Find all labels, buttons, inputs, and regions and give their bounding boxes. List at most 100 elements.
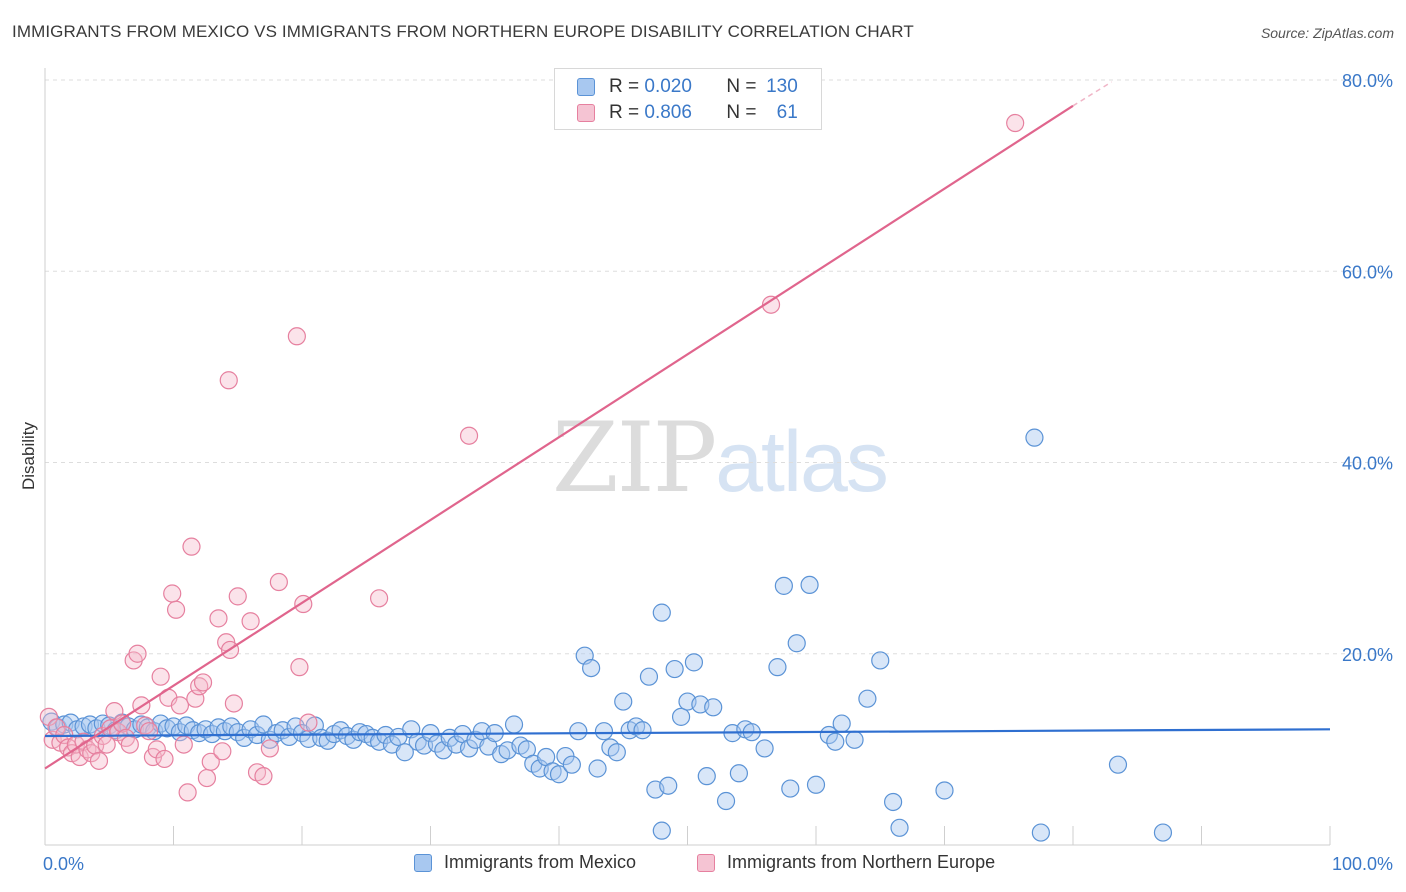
point-northern-europe [163,584,182,603]
point-northern-europe [166,600,186,619]
r-value: 0.806 [644,102,692,123]
n-value: 61 [776,102,798,123]
legend-swatch-pink [577,104,595,122]
point-mexico [1025,428,1044,447]
point-northern-europe [370,589,389,608]
trend-line-northern-europe [44,104,1074,770]
point-northern-europe [178,783,197,802]
legend-item-mexico: Immigrants from Mexico [414,852,636,873]
point-mexico [1031,823,1050,842]
point-northern-europe [151,667,170,686]
r-value: 0.020 [644,76,692,97]
point-mexico [697,767,716,786]
point-mexico [832,714,851,733]
n-value: 130 [766,76,798,97]
point-northern-europe [147,740,166,759]
point-northern-europe [193,673,213,692]
y-axis-title: Disability [19,421,38,490]
point-northern-europe [254,767,273,786]
source-label: Source: ZipAtlas.com [1260,25,1394,41]
x-tick-label: 0.0% [43,854,84,874]
legend-swatch-blue [414,853,432,872]
point-northern-europe [228,587,247,606]
point-mexico [826,732,845,751]
point-mexico [652,821,671,840]
point-mexico [883,792,903,812]
point-northern-europe [174,735,193,754]
point-mexico [318,731,337,750]
point-mexico [935,781,954,800]
point-northern-europe [287,327,306,346]
series-mexico-points [42,428,1173,842]
r-label: R = [609,102,640,123]
point-northern-europe [197,768,217,788]
point-northern-europe [260,739,279,758]
point-northern-europe [459,426,479,445]
point-mexico [858,689,877,708]
n-label: N = [726,76,757,97]
point-mexico [671,707,691,726]
point-mexico [665,659,684,679]
legend-swatch-pink [697,853,715,872]
point-mexico [652,603,671,622]
y-tick-label: 60.0% [1342,262,1393,282]
point-mexico [684,653,704,672]
x-tick-label: 100.0% [1332,854,1393,874]
point-mexico [774,576,793,595]
stats-legend: R = 0.020 N = 130 R = 0.806 N = 61 [554,68,822,130]
point-mexico [614,692,633,711]
point-mexico [871,651,890,670]
legend-item-northern-europe: Immigrants from Northern Europe [697,852,995,873]
point-mexico [582,658,601,678]
trend-line-mexico [44,728,1331,738]
point-northern-europe [89,751,109,770]
point-northern-europe [128,644,147,663]
point-northern-europe [209,609,228,628]
point-northern-europe [224,694,243,713]
point-mexico [890,818,909,837]
point-northern-europe [299,713,318,732]
point-northern-europe [1006,113,1025,133]
point-mexico [254,715,273,734]
y-tick-label: 20.0% [1342,645,1393,665]
y-tick-label: 80.0% [1342,71,1393,91]
trend-lines [44,81,1331,770]
trend-line-northern-europe-extension [1072,81,1112,107]
point-mexico [659,776,678,795]
point-mexico [594,722,614,741]
point-mexico [504,715,524,734]
point-northern-europe [219,371,238,390]
point-mexico [755,739,774,758]
point-mexico [781,779,800,798]
series-legend: Immigrants from Mexico Immigrants from N… [0,850,1406,880]
legend-swatch-blue [577,78,595,96]
stats-row-mexico: R = 0.020 N = 130 [577,74,798,100]
point-mexico [633,721,652,740]
point-mexico [729,764,749,783]
point-mexico [768,658,787,677]
axis-labels: 20.0% 40.0% 60.0% 80.0% 0.0% 100.0% Disability [19,71,1393,874]
point-northern-europe [155,749,174,769]
point-mexico [549,765,569,784]
point-northern-europe [120,735,139,754]
point-mexico [800,575,819,595]
point-mexico [562,755,581,774]
point-mexico [569,722,588,741]
point-northern-europe [269,572,288,592]
y-tick-label: 40.0% [1342,454,1393,474]
point-northern-europe [182,537,201,556]
point-northern-europe [213,742,232,761]
legend-label-mexico: Immigrants from Mexico [444,852,637,872]
n-label: N = [726,102,757,123]
point-mexico [716,791,736,811]
point-northern-europe [241,612,260,631]
point-mexico [806,775,826,794]
point-mexico [787,634,806,653]
legend-label-northern-europe: Immigrants from Northern Europe [727,852,996,872]
point-mexico [607,743,626,762]
point-mexico [845,730,864,749]
point-mexico [395,743,414,762]
stats-row-northern-europe: R = 0.806 N = 61 [577,100,798,126]
chart-title: IMMIGRANTS FROM MEXICO VS IMMIGRANTS FRO… [12,22,914,41]
